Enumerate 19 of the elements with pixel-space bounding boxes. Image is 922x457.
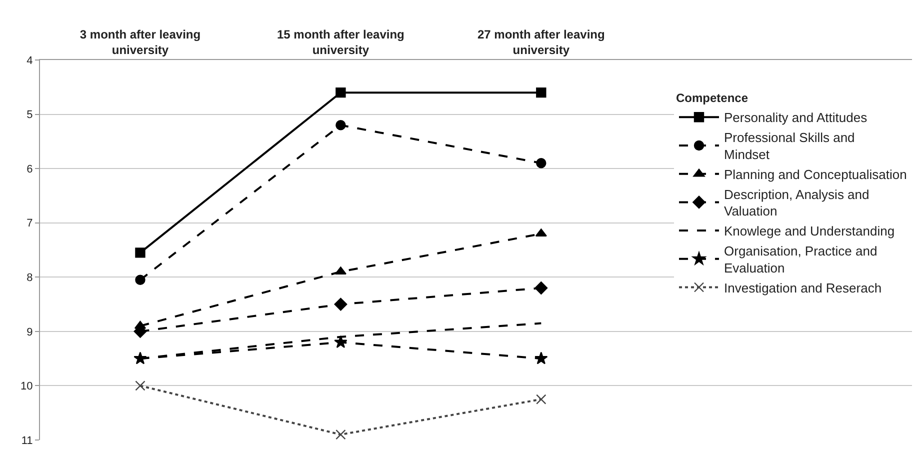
y-tick-label: 5	[26, 109, 33, 122]
legend-label: Personality and Attitudes	[724, 110, 868, 126]
y-tick-label: 10	[20, 380, 33, 393]
x-tick-label: 3 month after leaving university	[80, 28, 201, 58]
legend-label: Planning and Conceptualisation	[724, 166, 907, 182]
x-tick-label: 15 month after leaving university	[277, 28, 404, 58]
legend-label: Organisation, Practice and Evaluation	[724, 244, 878, 276]
legend-label: Description, Analysis and Valuation	[724, 186, 870, 219]
y-tick-label: 7	[26, 218, 33, 230]
legend-label: Knowlege and Understanding	[724, 224, 895, 239]
x-tick-label: 27 month after leaving university	[477, 28, 605, 58]
y-tick-label: 4	[26, 54, 33, 67]
legend-label: Investigation and Reserach	[724, 280, 882, 296]
legend-title: Competence	[676, 91, 748, 106]
y-tick-label: 6	[26, 163, 33, 176]
y-tick-label: 8	[26, 272, 33, 284]
y-tick-label: 9	[26, 326, 33, 338]
y-tick-label: 11	[21, 434, 33, 447]
legend-label: Professional Skills and Mindset	[724, 130, 855, 162]
